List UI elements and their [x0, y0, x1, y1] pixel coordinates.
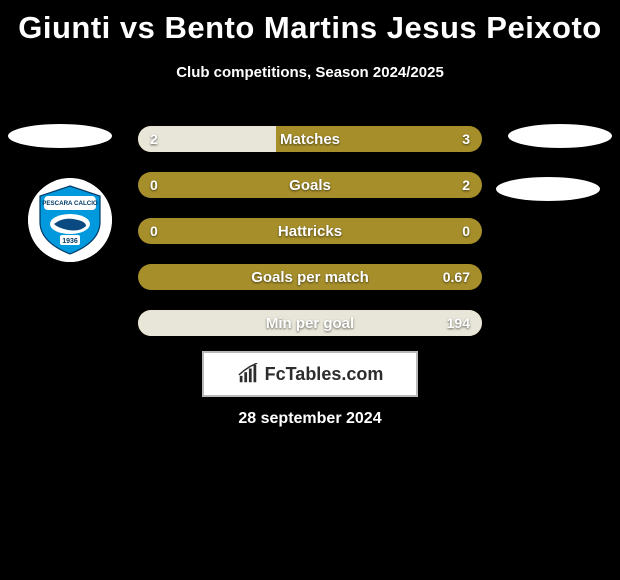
player-right-placeholder — [508, 124, 612, 148]
stat-value-right: 3 — [462, 126, 470, 152]
pescara-badge-icon: PESCARA CALCIO 1936 — [28, 178, 112, 262]
bar-background — [138, 218, 482, 244]
stat-value-right: 0 — [462, 218, 470, 244]
chart-icon — [237, 363, 259, 385]
page-title: Giunti vs Bento Martins Jesus Peixoto — [0, 0, 620, 46]
stat-value-right: 2 — [462, 172, 470, 198]
bar-background — [138, 264, 482, 290]
stats-bars: Matches23Goals02Hattricks00Goals per mat… — [138, 126, 482, 356]
bar-fill-left — [138, 126, 276, 152]
stat-row: Hattricks00 — [138, 218, 482, 244]
stat-row: Goals per match0.67 — [138, 264, 482, 290]
stat-value-right: 194 — [447, 310, 470, 336]
bar-fill-left — [138, 310, 482, 336]
player-left-placeholder — [8, 124, 112, 148]
subtitle: Club competitions, Season 2024/2025 — [0, 64, 620, 81]
stat-row: Min per goal194 — [138, 310, 482, 336]
stat-value-left: 2 — [150, 126, 158, 152]
stat-row: Matches23 — [138, 126, 482, 152]
brand-box[interactable]: FcTables.com — [202, 351, 418, 397]
date-label: 28 september 2024 — [0, 410, 620, 428]
brand-text: FcTables.com — [265, 364, 384, 385]
stat-value-left: 0 — [150, 172, 158, 198]
svg-text:1936: 1936 — [62, 238, 78, 245]
club-right-placeholder — [496, 177, 600, 201]
stat-row: Goals02 — [138, 172, 482, 198]
club-left-badge: PESCARA CALCIO 1936 — [28, 178, 112, 262]
svg-text:PESCARA CALCIO: PESCARA CALCIO — [42, 200, 98, 207]
bar-background — [138, 172, 482, 198]
stat-value-right: 0.67 — [443, 264, 470, 290]
stat-value-left: 0 — [150, 218, 158, 244]
